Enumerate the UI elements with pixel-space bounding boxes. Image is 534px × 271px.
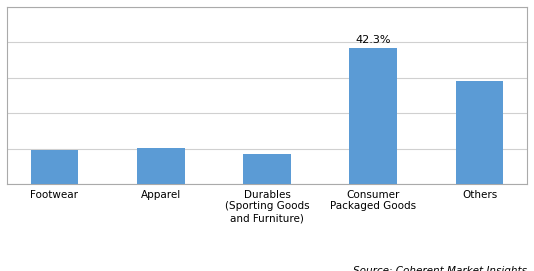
Text: 42.3%: 42.3%	[356, 35, 391, 45]
Bar	[30, 150, 78, 184]
Text: Source: Coherent Market Insights: Source: Coherent Market Insights	[353, 266, 527, 271]
Bar	[456, 81, 504, 184]
Bar	[243, 154, 291, 184]
Bar	[349, 48, 397, 184]
Bar	[137, 148, 185, 184]
